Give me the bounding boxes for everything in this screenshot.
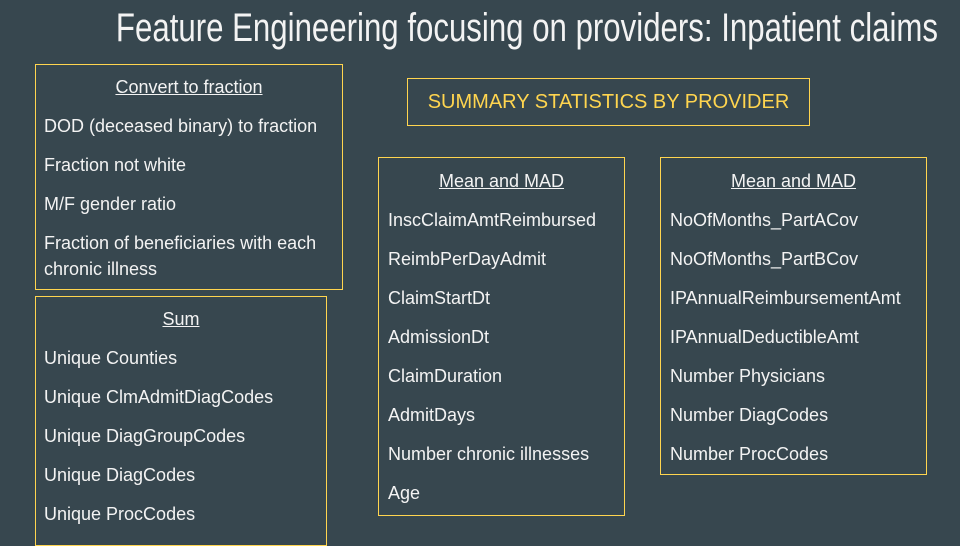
mean-mad-box-2: Mean and MAD NoOfMonths_PartACov NoOfMon… (660, 157, 927, 475)
list-item: IPAnnualReimbursementAmt (670, 288, 901, 308)
box-heading: Sum (162, 309, 200, 329)
list-item: AdmissionDt (388, 327, 490, 347)
list-item: Unique ClmAdmitDiagCodes (44, 387, 274, 407)
list-item: Number DiagCodes (670, 405, 829, 425)
list-item: AdmitDays (388, 405, 476, 425)
sum-box: Sum Unique Counties Unique ClmAdmitDiagC… (35, 296, 327, 546)
box-heading: Convert to fraction (115, 77, 263, 97)
list-item: NoOfMonths_PartBCov (670, 249, 859, 269)
list-item: Age (388, 483, 421, 503)
list-item: Unique DiagCodes (44, 465, 196, 485)
list-item: DOD (deceased binary) to fraction (44, 116, 318, 136)
list-item: ClaimStartDt (388, 288, 491, 308)
list-item: Number ProcCodes (670, 444, 829, 464)
list-item: Fraction not white (44, 155, 187, 175)
summary-statistics-label: SUMMARY STATISTICS BY PROVIDER (407, 78, 810, 126)
list-item: ClaimDuration (388, 366, 503, 386)
slide-title-text: Feature Engineering focusing on provider… (115, 6, 939, 50)
convert-to-fraction-box: Convert to fraction DOD (deceased binary… (35, 64, 343, 290)
list-item: Unique DiagGroupCodes (44, 426, 246, 446)
slide-title: Feature Engineering focusing on provider… (0, 6, 960, 51)
list-item: Unique ProcCodes (44, 504, 196, 524)
list-item: Unique Counties (44, 348, 178, 368)
list-item: IPAnnualDeductibleAmt (670, 327, 859, 347)
list-item: M/F gender ratio (44, 194, 177, 214)
box-heading: Mean and MAD (730, 171, 857, 191)
mean-mad-box-1: Mean and MAD InscClaimAmtReimbursed Reim… (378, 157, 625, 516)
list-item: ReimbPerDayAdmit (388, 249, 547, 269)
box-heading: Mean and MAD (438, 171, 565, 191)
list-item: NoOfMonths_PartACov (670, 210, 859, 230)
list-item: Number Physicians (670, 366, 826, 386)
list-item: InscClaimAmtReimbursed (388, 210, 597, 230)
list-item: Number chronic illnesses (388, 444, 590, 464)
list-item: Fraction of beneficiaries with each chro… (44, 233, 317, 279)
